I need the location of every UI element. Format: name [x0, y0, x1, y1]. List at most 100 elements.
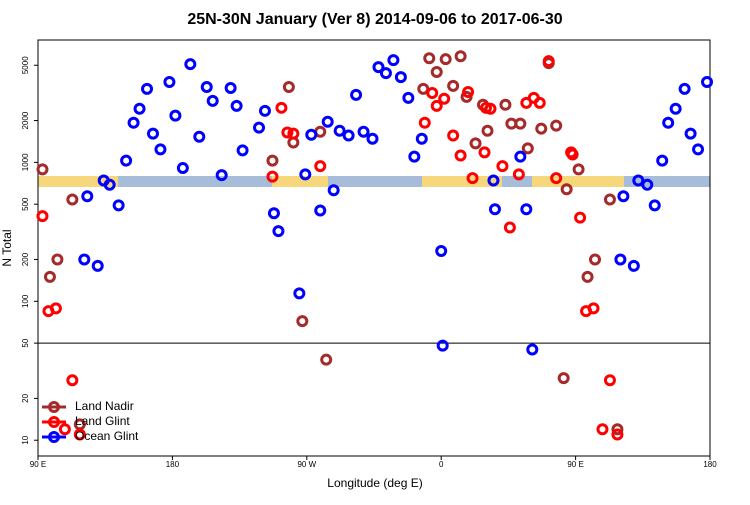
point	[36, 163, 49, 176]
land-strip	[38, 176, 118, 187]
point	[287, 127, 300, 140]
point	[581, 270, 594, 283]
point	[266, 170, 279, 183]
point	[484, 102, 497, 115]
point	[253, 121, 266, 134]
point	[267, 207, 280, 220]
legend-label: Land Glint	[75, 414, 130, 428]
point	[333, 124, 346, 137]
point	[258, 104, 271, 117]
land-strip	[272, 176, 328, 187]
point	[146, 127, 159, 140]
point	[499, 98, 512, 111]
point	[408, 150, 421, 163]
point	[447, 79, 460, 92]
point	[692, 143, 705, 156]
point	[91, 259, 104, 272]
land-strip	[532, 176, 624, 187]
point	[402, 91, 415, 104]
point	[394, 71, 407, 84]
point	[141, 82, 154, 95]
point	[533, 96, 546, 109]
point	[572, 163, 585, 176]
point	[550, 172, 563, 185]
point	[184, 58, 197, 71]
point	[587, 302, 600, 315]
point	[51, 253, 64, 266]
y-axis-label: N Total	[0, 229, 14, 266]
point	[526, 343, 539, 356]
y-tick-label: 500	[21, 197, 30, 211]
point	[614, 253, 627, 266]
land-ocean-strip	[38, 176, 710, 187]
point	[321, 115, 334, 128]
point	[327, 184, 340, 197]
point	[36, 210, 49, 223]
point	[372, 61, 385, 74]
legend-marker	[48, 416, 60, 428]
point	[272, 225, 285, 238]
point	[535, 122, 548, 135]
point	[436, 339, 449, 352]
y-tick-label: 100	[21, 294, 30, 308]
point	[206, 94, 219, 107]
point	[684, 127, 697, 140]
point	[641, 178, 654, 191]
point	[314, 160, 327, 173]
point	[163, 75, 176, 88]
point	[366, 132, 379, 145]
x-tick-label: 90 E	[567, 460, 583, 469]
point	[454, 50, 467, 63]
point	[611, 423, 624, 436]
point	[426, 86, 439, 99]
point	[379, 67, 392, 80]
point	[296, 315, 309, 328]
point	[282, 80, 295, 93]
point	[662, 116, 675, 129]
point	[514, 117, 527, 130]
point	[418, 116, 431, 129]
point	[469, 137, 482, 150]
point	[200, 80, 213, 93]
point	[447, 129, 460, 142]
point	[154, 143, 167, 156]
point	[215, 169, 228, 182]
point	[350, 88, 363, 101]
land-strip	[422, 176, 502, 187]
point	[521, 142, 534, 155]
x-tick-label: 0	[439, 460, 444, 469]
point	[566, 148, 579, 161]
point	[454, 149, 467, 162]
point	[627, 259, 640, 272]
point	[73, 428, 86, 441]
point	[43, 270, 56, 283]
point	[66, 193, 79, 206]
point	[266, 154, 279, 167]
point	[574, 211, 587, 224]
point	[430, 99, 443, 112]
legend-label: Land Nadir	[75, 399, 134, 413]
point	[617, 190, 630, 203]
point	[224, 82, 237, 95]
point	[66, 374, 79, 387]
point	[488, 203, 501, 216]
point	[176, 162, 189, 175]
legend-marker	[48, 401, 60, 413]
point	[478, 146, 491, 159]
point	[589, 253, 602, 266]
legend-marker	[48, 431, 60, 443]
point	[496, 160, 509, 173]
point	[462, 86, 475, 99]
point	[560, 183, 573, 196]
x-tick-label: 180	[703, 460, 717, 469]
point	[603, 374, 616, 387]
plot-frame	[37, 39, 711, 457]
point	[435, 245, 448, 258]
point	[550, 119, 563, 132]
point	[678, 82, 691, 95]
point	[120, 154, 133, 167]
point	[103, 178, 116, 191]
y-tick-label: 1000	[21, 153, 30, 171]
point	[603, 193, 616, 206]
x-axis-label: Longitude (deg E)	[327, 476, 422, 490]
